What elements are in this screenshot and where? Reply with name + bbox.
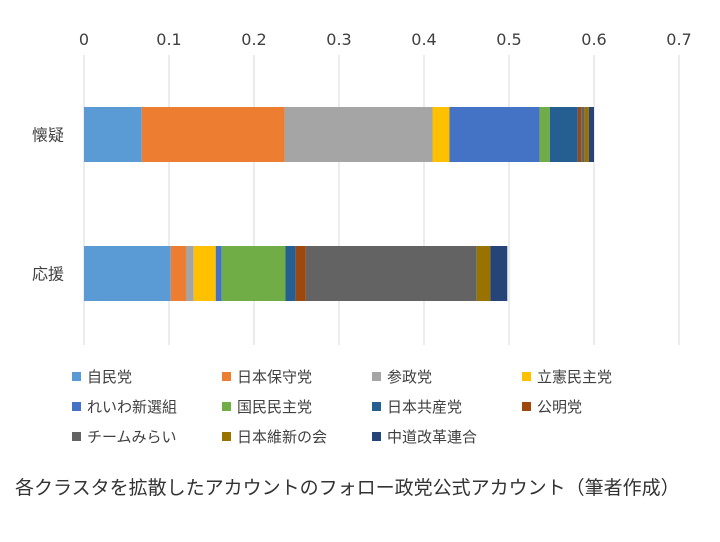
bar-segment bbox=[449, 107, 540, 162]
bar-segment bbox=[305, 246, 477, 301]
bar-segment bbox=[584, 107, 589, 162]
legend-item: 立憲民主党 bbox=[522, 364, 672, 388]
bar-segment bbox=[170, 246, 186, 301]
legend-label: 公明党 bbox=[537, 397, 583, 416]
legend-label: 日本保守党 bbox=[237, 367, 313, 386]
legend-swatch bbox=[372, 371, 381, 381]
legend-item: 参政党 bbox=[372, 364, 522, 388]
bar-segment bbox=[490, 246, 508, 301]
legend-label: 日本共産党 bbox=[387, 397, 463, 416]
x-tick-label: 0.1 bbox=[156, 30, 181, 49]
legend-label: 立憲民主党 bbox=[537, 367, 613, 386]
bar-segment bbox=[84, 107, 142, 162]
legend-swatch bbox=[222, 371, 231, 381]
legend-swatch bbox=[222, 401, 231, 411]
x-tick-label: 0.5 bbox=[496, 30, 521, 49]
bar-segment bbox=[193, 246, 216, 301]
legend-label: 自民党 bbox=[87, 367, 133, 386]
bar-segment bbox=[295, 246, 306, 301]
category-label: 応援 bbox=[32, 265, 64, 284]
bar-segment bbox=[432, 107, 450, 162]
legend-swatch bbox=[522, 401, 531, 411]
x-tick-label: 0.6 bbox=[581, 30, 606, 49]
legend-swatch bbox=[522, 371, 531, 381]
legend-item: チームみらい bbox=[72, 424, 222, 448]
legend: 自民党 日本保守党 参政党 立憲民主党れいわ新選組 国民民主党 日本共産党 公明党チームみら… bbox=[72, 364, 712, 448]
bar-segment bbox=[539, 107, 550, 162]
x-tick-label: 0.7 bbox=[666, 30, 691, 49]
legend-label: 国民民主党 bbox=[237, 397, 313, 416]
legend-item: れいわ新選組 bbox=[72, 394, 222, 418]
legend-item: 公明党 bbox=[522, 394, 672, 418]
bar-segment bbox=[581, 107, 585, 162]
legend-label: 参政党 bbox=[387, 367, 433, 386]
bar-segment bbox=[577, 107, 582, 162]
legend-label: 日本維新の会 bbox=[237, 427, 328, 446]
bar-segment bbox=[221, 246, 286, 301]
legend-label: 中道改革連合 bbox=[387, 427, 478, 446]
bar-segment bbox=[476, 246, 491, 301]
legend-swatch bbox=[72, 371, 81, 381]
legend-item: 中道改革連合 bbox=[372, 424, 522, 448]
x-tick-label: 0.3 bbox=[326, 30, 351, 49]
legend-item: 国民民主党 bbox=[222, 394, 372, 418]
legend-swatch bbox=[372, 401, 381, 411]
bar-segment bbox=[141, 107, 285, 162]
x-tick-label: 0 bbox=[79, 30, 89, 49]
category-label: 懐疑 bbox=[32, 126, 64, 145]
bar-segment bbox=[285, 246, 296, 301]
legend-item: 日本維新の会 bbox=[222, 424, 372, 448]
figure-caption: 各クラスタを拡散したアカウントのフォロー政党公式アカウント（筆者作成） bbox=[15, 477, 680, 499]
legend-swatch bbox=[372, 431, 381, 441]
bar-segment bbox=[84, 246, 171, 301]
bar-segment bbox=[549, 107, 578, 162]
legend-swatch bbox=[222, 431, 231, 441]
bar-segment bbox=[588, 107, 594, 162]
bar-segment bbox=[284, 107, 433, 162]
bar-segment bbox=[215, 246, 222, 301]
bar-segment bbox=[186, 246, 194, 301]
legend-swatch bbox=[72, 431, 81, 441]
legend-item: 日本保守党 bbox=[222, 364, 372, 388]
legend-item: 日本共産党 bbox=[372, 394, 522, 418]
legend-label: チームみらい bbox=[87, 427, 177, 446]
legend-label: れいわ新選組 bbox=[87, 397, 178, 416]
legend-swatch bbox=[72, 401, 81, 411]
x-tick-label: 0.4 bbox=[411, 30, 436, 49]
x-tick-label: 0.2 bbox=[241, 30, 266, 49]
legend-item: 自民党 bbox=[72, 364, 222, 388]
